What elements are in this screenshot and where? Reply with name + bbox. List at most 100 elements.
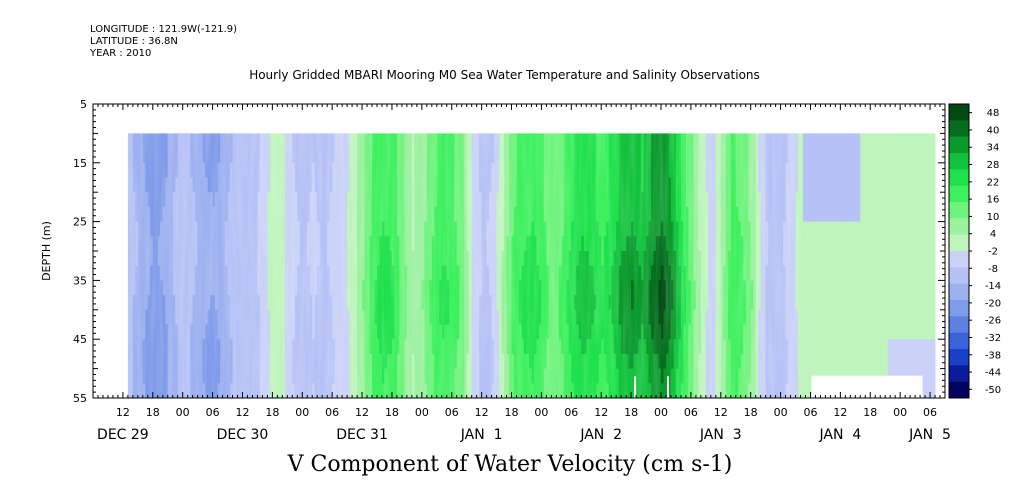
- heatmap-cell: [805, 383, 809, 399]
- heatmap-cell: [810, 353, 814, 369]
- heatmap-cell: [812, 295, 816, 311]
- heatmap-cell: [812, 339, 816, 355]
- heatmap-cell: [803, 148, 806, 164]
- heatmap-cell: [807, 383, 811, 399]
- heatmap-cell: [805, 368, 809, 384]
- heatmap-cell: [815, 324, 819, 340]
- heatmap-cell: [810, 280, 814, 296]
- heatmap-cell: [803, 251, 806, 267]
- heatmap-cell: [810, 177, 814, 193]
- heatmap-cell: [803, 206, 806, 222]
- heatmap-cell: [807, 280, 811, 296]
- chart-title: Hourly Gridded MBARI Mooring M0 Sea Wate…: [249, 68, 760, 82]
- heatmap-cell: [815, 177, 819, 193]
- heatmap-cell: [803, 309, 806, 325]
- heatmap-cell: [810, 251, 814, 267]
- heatmap-cell: [807, 295, 811, 311]
- heatmap-cell: [800, 295, 804, 311]
- heatmap-cell: [803, 221, 806, 237]
- heatmap-cell: [803, 133, 806, 149]
- heatmap-cell: [800, 265, 804, 281]
- heatmap-cell: [810, 236, 814, 252]
- heatmap-cell: [807, 133, 811, 149]
- heatmap-cell: [800, 236, 804, 252]
- heatmap-cell: [807, 265, 811, 281]
- heatmap-cell: [812, 353, 816, 369]
- heatmap-cell: [815, 339, 819, 355]
- heatmap-cell: [805, 236, 809, 252]
- heatmap-cell: [812, 177, 816, 193]
- heatmap-cell: [803, 280, 806, 296]
- heatmap-cell: [800, 148, 804, 164]
- heatmap-cell: [803, 295, 806, 311]
- heatmap-cell: [807, 221, 811, 237]
- heatmap-cell: [807, 192, 811, 208]
- heatmap-cell: [812, 148, 816, 164]
- heatmap-cell: [805, 295, 809, 311]
- heatmap-cell: [800, 162, 804, 178]
- heatmap-cell: [805, 324, 809, 340]
- heatmap-cell: [812, 324, 816, 340]
- heatmap-cell: [807, 251, 811, 267]
- heatmap-cell: [812, 133, 816, 149]
- heatmap-cell: [805, 339, 809, 355]
- heatmap-cell: [810, 162, 814, 178]
- heatmap-cell: [805, 265, 809, 281]
- heatmap-cell: [815, 148, 819, 164]
- heatmap-cell: [805, 162, 809, 178]
- heatmap-cell: [805, 133, 809, 149]
- heatmap-cell: [807, 339, 811, 355]
- heatmap-cell: [803, 353, 806, 369]
- heatmap-cell: [815, 295, 819, 311]
- heatmap-cell: [803, 236, 806, 252]
- heatmap-cell: [810, 265, 814, 281]
- heatmap-cell: [815, 162, 819, 178]
- heatmap-cell: [803, 383, 806, 399]
- heatmap-cell: [815, 236, 819, 252]
- heatmap-cell: [805, 206, 809, 222]
- heatmap-cell: [810, 324, 814, 340]
- heatmap-cell: [805, 221, 809, 237]
- heatmap-cell: [805, 177, 809, 193]
- heatmap-cell: [805, 192, 809, 208]
- heatmap-cell: [817, 133, 821, 149]
- heatmap-cell: [800, 280, 804, 296]
- heatmap-cell: [815, 309, 819, 325]
- heatmap-cell: [815, 251, 819, 267]
- heatmap-cell: [805, 251, 809, 267]
- heatmap-cell: [815, 221, 819, 237]
- heatmap-cell: [800, 339, 804, 355]
- heatmap-cell: [817, 221, 821, 237]
- heatmap-cell: [810, 295, 814, 311]
- heatmap-cell: [812, 162, 816, 178]
- heatmap-cell: [803, 339, 806, 355]
- heatmap-cell: [800, 251, 804, 267]
- heatmap-cell: [807, 368, 811, 384]
- heatmap-cell: [800, 192, 804, 208]
- heatmap-cell: [810, 221, 814, 237]
- heatmap-cell: [807, 148, 811, 164]
- heatmap-cell: [803, 177, 806, 193]
- heatmap-cell: [810, 339, 814, 355]
- heatmap-cell: [812, 265, 816, 281]
- heatmap-cell: [800, 206, 804, 222]
- heatmap-cell: [800, 324, 804, 340]
- heatmap-cell: [807, 162, 811, 178]
- heatmap-cell: [812, 309, 816, 325]
- heatmap-cell: [805, 280, 809, 296]
- heatmap-cell: [807, 353, 811, 369]
- heatmap-cell: [800, 133, 804, 149]
- heatmap-cell: [800, 353, 804, 369]
- heatmap-cell: [812, 236, 816, 252]
- heatmap-cell: [812, 251, 816, 267]
- heatmap-cell: [815, 280, 819, 296]
- heatmap-cell: [817, 162, 821, 178]
- heatmap-cell: [805, 148, 809, 164]
- heatmap-cell: [803, 368, 806, 384]
- heatmap-cell: [815, 353, 819, 369]
- heatmap-cell: [812, 206, 816, 222]
- heatmap-cell: [803, 324, 806, 340]
- heatmap-cell: [803, 265, 806, 281]
